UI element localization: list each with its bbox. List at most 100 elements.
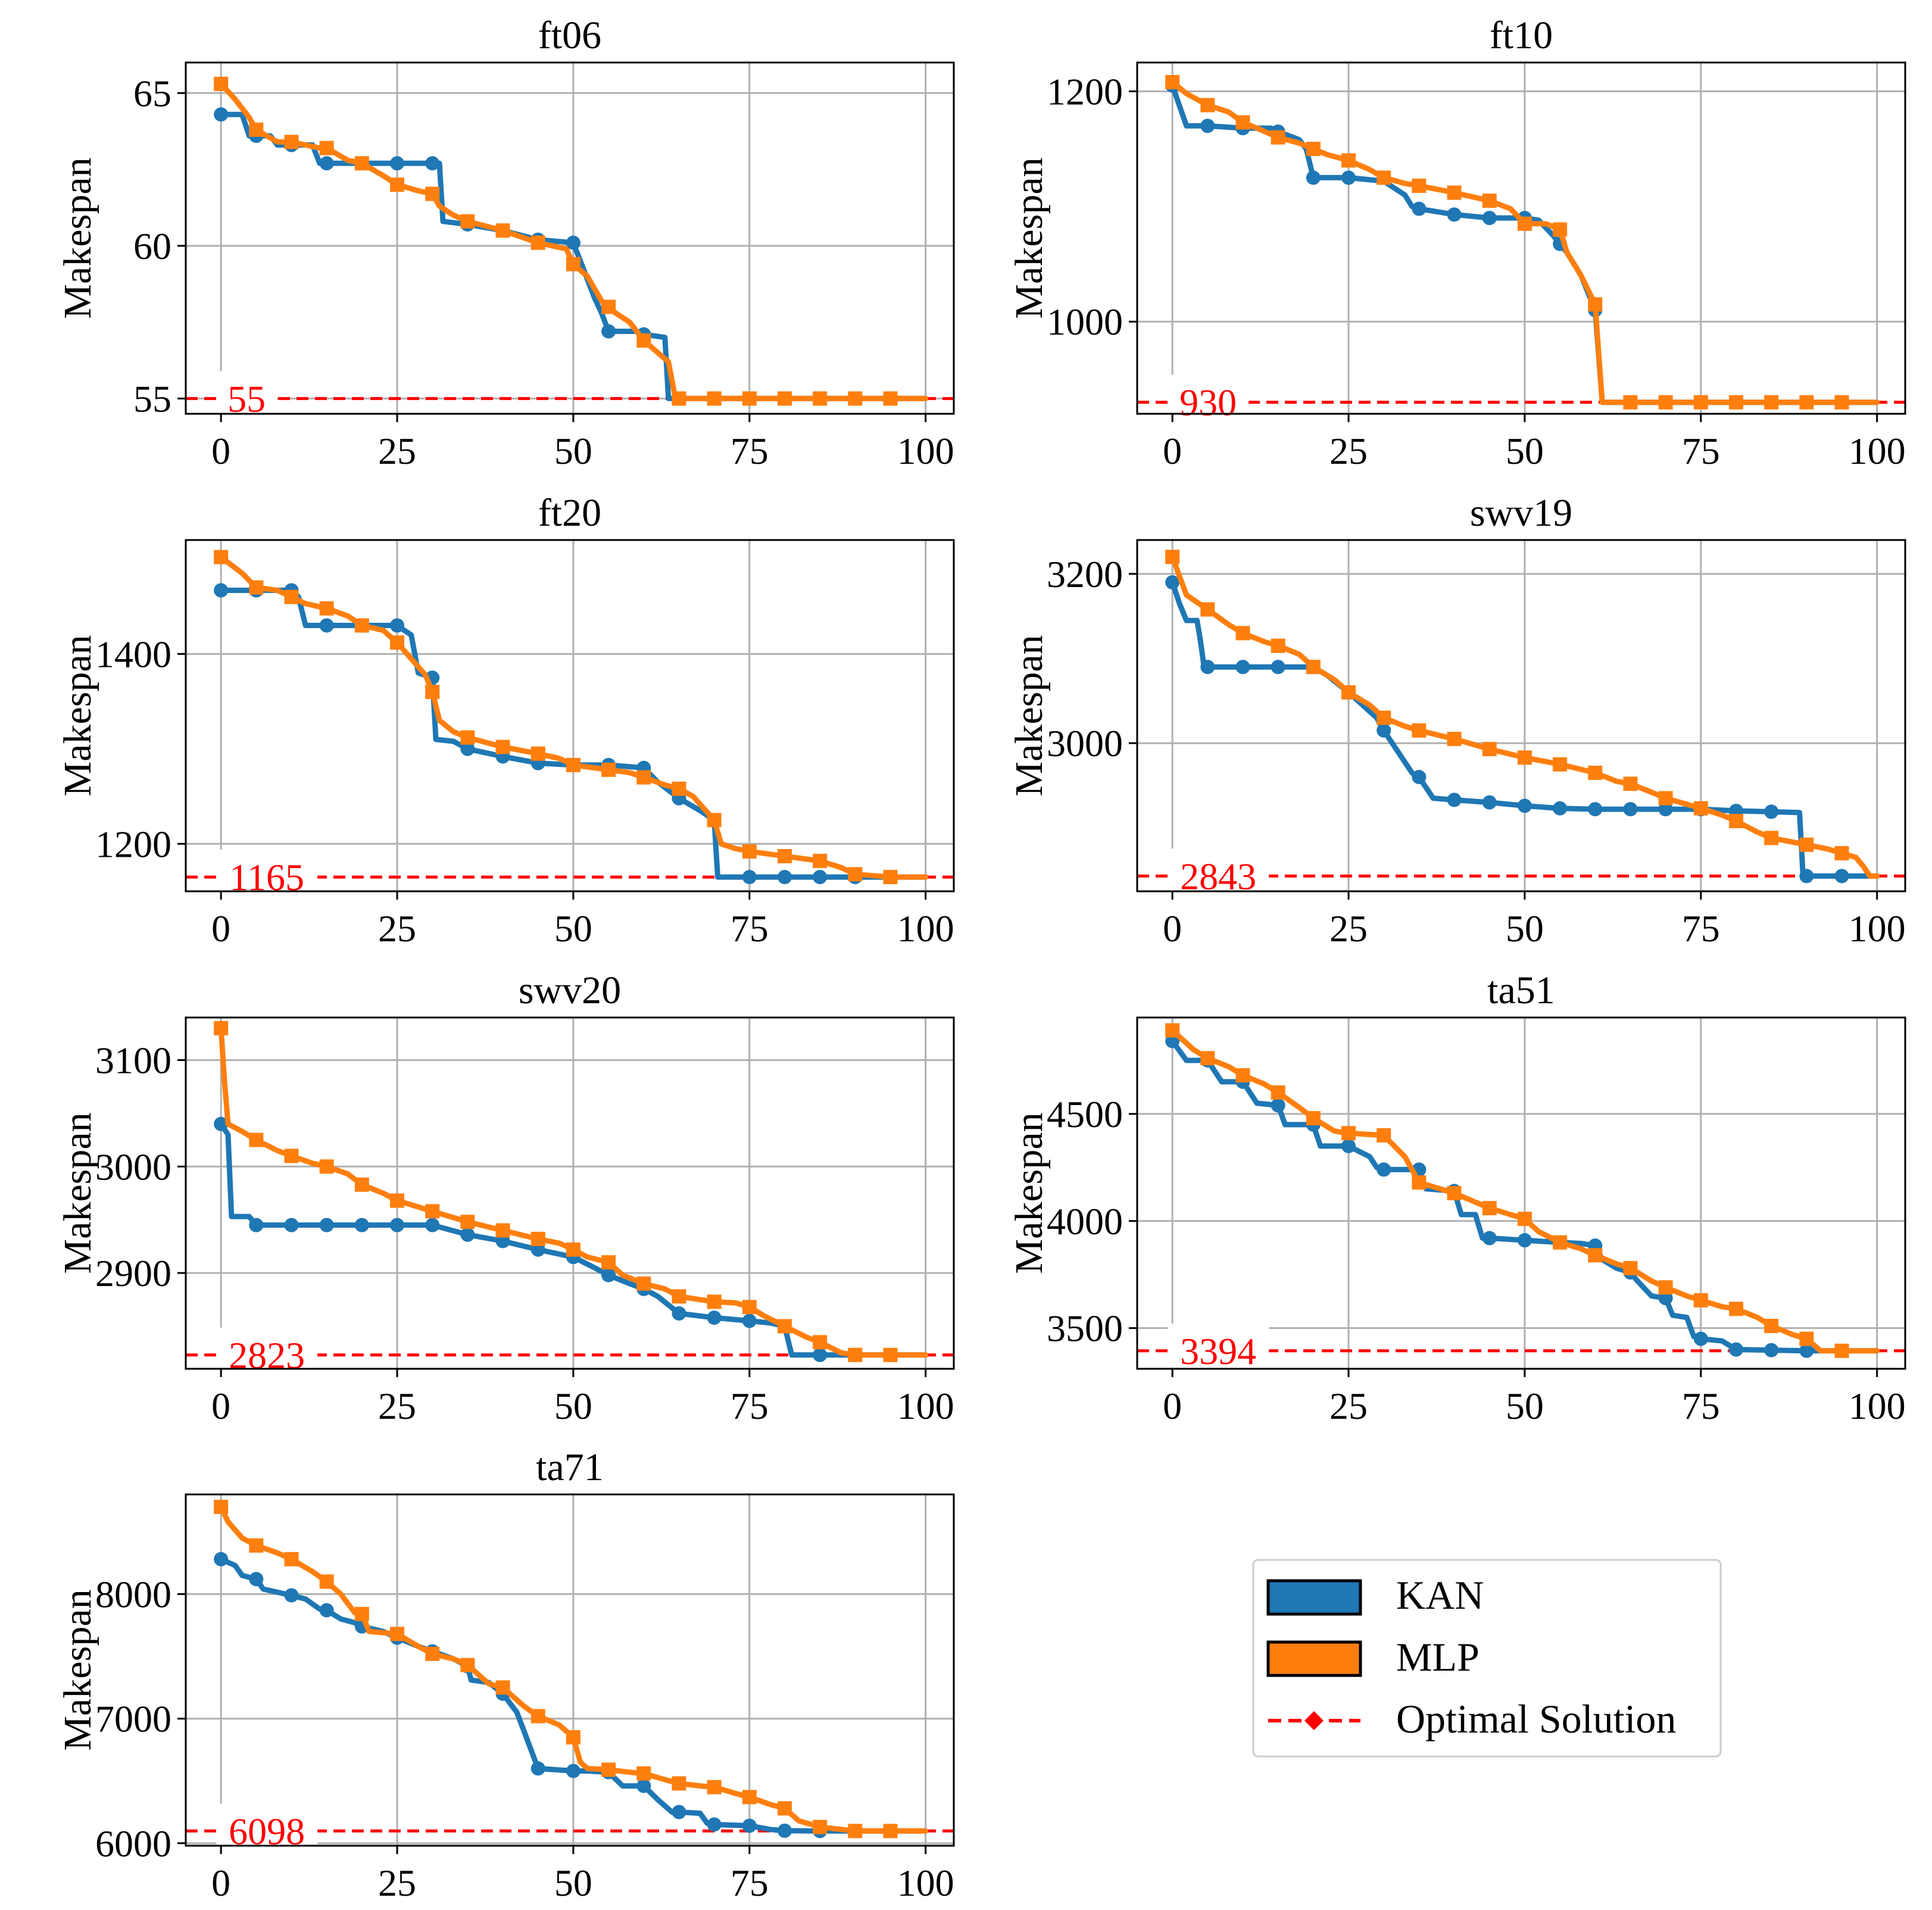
point-MLP: [284, 1552, 299, 1566]
point-KAN: [425, 156, 440, 171]
point-KAN: [1447, 792, 1462, 807]
point-MLP: [1658, 1280, 1673, 1295]
point-MLP: [1764, 831, 1779, 845]
point-MLP: [390, 1627, 405, 1641]
point-MLP: [1377, 710, 1391, 725]
point-KAN: [707, 1310, 722, 1325]
point-MLP: [390, 177, 405, 192]
point-KAN: [319, 618, 334, 633]
point-KAN: [1764, 1343, 1779, 1357]
point-MLP: [1553, 222, 1568, 237]
point-MLP: [1306, 1111, 1321, 1126]
y-tick-label: 60: [133, 225, 171, 267]
point-MLP: [249, 580, 264, 595]
point-KAN: [1341, 170, 1356, 185]
point-KAN: [1341, 1138, 1356, 1153]
x-tick-label: 100: [1849, 430, 1906, 472]
point-MLP: [1799, 395, 1814, 410]
x-tick-label: 0: [1163, 430, 1182, 472]
point-MLP: [813, 1335, 828, 1350]
series-MLP: [1165, 550, 1880, 879]
point-MLP: [495, 739, 510, 754]
point-MLP: [777, 1319, 792, 1334]
point-MLP: [636, 1276, 651, 1291]
point-KAN: [742, 870, 757, 885]
point-KAN: [566, 1764, 580, 1778]
legend-frame: [1252, 1559, 1722, 1758]
point-KAN: [1377, 1162, 1391, 1177]
legend-kan-label: KAN: [1396, 1572, 1484, 1618]
x-tick-label: 50: [1506, 430, 1544, 472]
point-MLP: [883, 870, 898, 885]
axes-frame: [185, 539, 955, 892]
point-MLP: [813, 391, 828, 406]
point-MLP: [1482, 1201, 1497, 1216]
x-tick-label: 25: [1329, 430, 1368, 472]
point-KAN: [319, 1603, 334, 1618]
point-KAN: [390, 1218, 405, 1232]
y-tick-label: 3200: [1047, 553, 1123, 595]
series-MLP: [214, 1020, 929, 1362]
point-MLP: [601, 299, 616, 314]
point-KAN: [1553, 801, 1568, 816]
point-MLP: [1235, 1068, 1250, 1083]
point-MLP: [530, 746, 545, 761]
point-MLP: [1553, 1235, 1568, 1250]
legend-mlp-label: MLP: [1396, 1634, 1480, 1680]
x-tick-label: 25: [378, 430, 416, 472]
point-MLP: [319, 141, 334, 155]
point-MLP: [883, 1347, 898, 1362]
point-MLP: [1623, 776, 1638, 791]
y-tick-label: 3500: [1047, 1307, 1123, 1350]
x-tick-label: 0: [211, 1385, 230, 1427]
point-KAN: [425, 1218, 440, 1232]
point-MLP: [1517, 216, 1532, 231]
point-MLP: [390, 635, 405, 650]
axes-frame: [185, 61, 955, 415]
point-MLP: [354, 156, 369, 171]
point-KAN: [319, 1218, 334, 1232]
point-MLP: [1834, 1343, 1849, 1358]
point-MLP: [249, 1132, 264, 1147]
y-tick-label: 55: [133, 377, 171, 420]
y-axis-label: Makespan: [56, 1112, 99, 1274]
optimal-label-bg: [216, 371, 277, 416]
optimal-label-bg: [216, 1803, 318, 1848]
point-KAN: [249, 1572, 264, 1587]
y-tick-label: 4000: [1047, 1200, 1123, 1243]
optimal-label-bg: [1168, 848, 1269, 893]
point-MLP: [460, 1658, 475, 1672]
x-tick-label: 0: [211, 1862, 230, 1904]
point-MLP: [707, 813, 722, 828]
point-MLP: [354, 1606, 369, 1621]
axes-frame: [185, 1493, 955, 1847]
point-KAN: [1517, 1233, 1532, 1248]
y-tick-label: 6000: [95, 1822, 171, 1865]
subplot-title: ta71: [536, 1446, 604, 1489]
y-tick-label: 4500: [1047, 1093, 1123, 1135]
point-MLP: [742, 391, 757, 406]
point-MLP: [1200, 1051, 1215, 1066]
y-tick-label: 1000: [1047, 301, 1123, 343]
point-KAN: [214, 583, 229, 598]
point-MLP: [1412, 178, 1427, 193]
point-KAN: [1728, 1342, 1743, 1357]
optimal-label-bg: [1168, 1323, 1269, 1368]
point-MLP: [566, 757, 580, 772]
point-KAN: [1482, 1231, 1497, 1246]
series-MLP: [214, 76, 929, 406]
point-MLP: [848, 867, 863, 882]
point-MLP: [319, 601, 334, 616]
point-MLP: [707, 1780, 722, 1794]
legend-optimal-label: Optimal Solution: [1396, 1696, 1676, 1742]
point-MLP: [1165, 550, 1180, 564]
point-KAN: [319, 156, 334, 171]
y-axis-label: Makespan: [1007, 1112, 1051, 1274]
point-MLP: [1588, 297, 1603, 312]
x-tick-label: 75: [731, 430, 769, 472]
point-KAN: [1693, 1331, 1708, 1346]
x-tick-label: 50: [554, 430, 592, 472]
point-MLP: [1764, 1319, 1779, 1334]
